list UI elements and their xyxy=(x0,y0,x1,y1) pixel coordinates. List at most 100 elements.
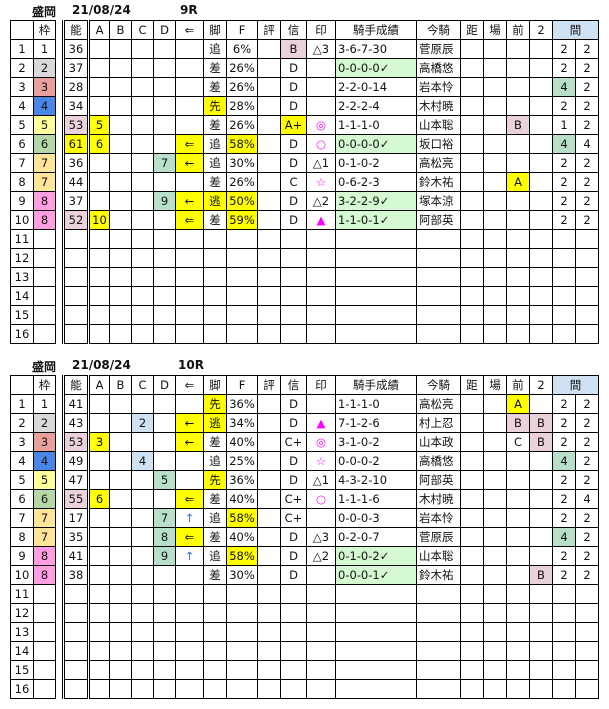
cell-hyo[interactable] xyxy=(257,153,281,173)
cell-ma-2[interactable]: 2 xyxy=(575,413,599,433)
cell-a[interactable] xyxy=(88,305,110,325)
cell-a[interactable]: 5 xyxy=(88,115,110,135)
cell-ma-2[interactable]: 2 xyxy=(575,77,599,97)
cell-f[interactable]: 28% xyxy=(226,96,258,116)
cell-arrow[interactable] xyxy=(175,229,204,249)
cell-ma-1[interactable] xyxy=(552,603,576,623)
cell-waku[interactable]: 3 xyxy=(33,77,56,97)
cell-shirushi[interactable] xyxy=(306,660,336,680)
cell-kyori[interactable] xyxy=(460,394,484,414)
cell-waku[interactable]: 8 xyxy=(33,191,56,211)
cell-ba[interactable] xyxy=(483,134,507,154)
cell-f[interactable]: 59% xyxy=(226,210,258,230)
cell-kyaku[interactable] xyxy=(203,229,227,249)
cell-no[interactable]: 2 xyxy=(10,58,34,78)
cell-a[interactable] xyxy=(88,191,110,211)
cell-ma-1[interactable]: 4 xyxy=(552,77,576,97)
cell-kishu-seiseki[interactable]: 0-1-0-2✓ xyxy=(335,546,417,566)
cell-nou[interactable] xyxy=(62,267,90,287)
cell-kishu-seiseki[interactable]: 2-2-0-14 xyxy=(335,77,417,97)
cell-ba[interactable] xyxy=(483,546,507,566)
cell-kyaku[interactable] xyxy=(203,641,227,661)
cell-ba[interactable] xyxy=(483,39,507,59)
cell-kyaku[interactable]: 逃 xyxy=(203,413,227,433)
cell-kyori[interactable] xyxy=(460,546,484,566)
cell-b[interactable] xyxy=(109,432,132,452)
cell-f[interactable]: 40% xyxy=(226,432,258,452)
cell-ma-2[interactable]: 2 xyxy=(575,96,599,116)
cell-nou[interactable]: 52 xyxy=(62,210,90,230)
cell-kyaku[interactable] xyxy=(203,267,227,287)
cell-ni[interactable] xyxy=(529,248,553,268)
cell-nou[interactable]: 38 xyxy=(62,565,90,585)
cell-ma-2[interactable]: 2 xyxy=(575,39,599,59)
cell-kishu-seiseki[interactable]: 1-1-1-0 xyxy=(335,115,417,135)
cell-shin[interactable]: D xyxy=(280,191,307,211)
cell-waku[interactable]: 5 xyxy=(33,470,56,490)
cell-ma-1[interactable]: 2 xyxy=(552,489,576,509)
cell-b[interactable] xyxy=(109,58,132,78)
cell-hyo[interactable] xyxy=(257,470,281,490)
cell-d[interactable] xyxy=(153,115,176,135)
cell-kishu-seiseki[interactable]: 4-3-2-10 xyxy=(335,470,417,490)
cell-waku[interactable] xyxy=(33,286,56,306)
cell-a[interactable] xyxy=(88,229,110,249)
cell-arrow[interactable]: ⇐ xyxy=(175,210,204,230)
cell-ba[interactable] xyxy=(483,451,507,471)
cell-nou[interactable] xyxy=(62,286,90,306)
cell-b[interactable] xyxy=(109,489,132,509)
cell-c[interactable] xyxy=(131,565,154,585)
cell-hyo[interactable] xyxy=(257,96,281,116)
cell-c[interactable] xyxy=(131,96,154,116)
cell-kishu-seiseki[interactable] xyxy=(335,286,417,306)
cell-ma-2[interactable]: 4 xyxy=(575,489,599,509)
cell-f[interactable] xyxy=(226,286,258,306)
cell-c[interactable] xyxy=(131,660,154,680)
cell-nou[interactable]: 43 xyxy=(62,413,90,433)
cell-konki[interactable]: 木村暁 xyxy=(416,489,461,509)
cell-waku[interactable] xyxy=(33,229,56,249)
cell-mae[interactable] xyxy=(506,210,530,230)
cell-d[interactable] xyxy=(153,489,176,509)
cell-a[interactable] xyxy=(88,172,110,192)
cell-ni[interactable] xyxy=(529,527,553,547)
cell-mae[interactable]: B xyxy=(506,115,530,135)
cell-f[interactable] xyxy=(226,660,258,680)
cell-waku[interactable] xyxy=(33,248,56,268)
cell-ba[interactable] xyxy=(483,489,507,509)
cell-no[interactable]: 12 xyxy=(10,603,34,623)
cell-ni[interactable] xyxy=(529,191,553,211)
cell-hyo[interactable] xyxy=(257,584,281,604)
cell-mae[interactable] xyxy=(506,58,530,78)
cell-ba[interactable] xyxy=(483,660,507,680)
cell-a[interactable] xyxy=(88,286,110,306)
cell-ba[interactable] xyxy=(483,641,507,661)
cell-nou[interactable]: 53 xyxy=(62,115,90,135)
cell-f[interactable]: 40% xyxy=(226,489,258,509)
cell-konki[interactable]: 山本聡 xyxy=(416,546,461,566)
cell-ba[interactable] xyxy=(483,622,507,642)
cell-arrow[interactable] xyxy=(175,584,204,604)
cell-hyo[interactable] xyxy=(257,565,281,585)
cell-f[interactable]: 26% xyxy=(226,172,258,192)
cell-hyo[interactable] xyxy=(257,305,281,325)
cell-no[interactable]: 7 xyxy=(10,153,34,173)
cell-nou[interactable]: 35 xyxy=(62,527,90,547)
cell-f[interactable]: 30% xyxy=(226,565,258,585)
cell-konki[interactable]: 鈴木祐 xyxy=(416,565,461,585)
cell-kyori[interactable] xyxy=(460,508,484,528)
cell-kyori[interactable] xyxy=(460,324,484,344)
cell-no[interactable]: 10 xyxy=(10,565,34,585)
cell-waku[interactable]: 6 xyxy=(33,134,56,154)
cell-ma-2[interactable]: 2 xyxy=(575,172,599,192)
cell-kishu-seiseki[interactable]: 7-1-2-6 xyxy=(335,413,417,433)
cell-a[interactable] xyxy=(88,679,110,699)
cell-ni[interactable] xyxy=(529,267,553,287)
cell-nou[interactable]: 53 xyxy=(62,432,90,452)
cell-c[interactable] xyxy=(131,679,154,699)
cell-c[interactable] xyxy=(131,305,154,325)
cell-shin[interactable]: C xyxy=(280,172,307,192)
cell-a[interactable] xyxy=(88,39,110,59)
cell-b[interactable] xyxy=(109,508,132,528)
cell-ma-1[interactable]: 2 xyxy=(552,508,576,528)
